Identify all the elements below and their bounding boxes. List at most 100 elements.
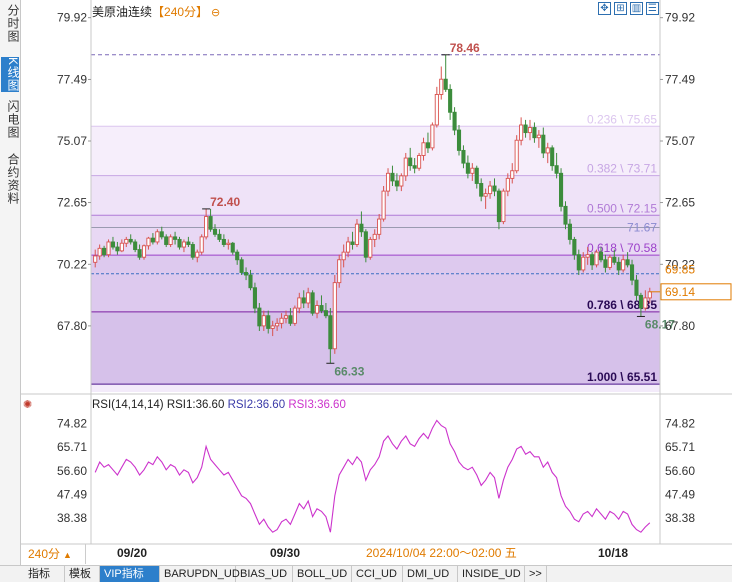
instrument-name: 美原油连续 <box>92 5 153 19</box>
move-icon[interactable]: ✥ <box>598 2 611 15</box>
candle-body <box>252 287 257 309</box>
indicator-tab-4[interactable]: BIAS_UD <box>236 566 293 582</box>
candle-body <box>643 297 648 309</box>
indicator-tab-3[interactable]: BARUPDN_UD <box>160 566 240 582</box>
candle-body <box>301 297 306 304</box>
candle-body <box>510 170 515 179</box>
rsi-right-tick: 74.82 <box>665 416 695 430</box>
right-price-tick: 75.07 <box>665 134 695 148</box>
candle-body <box>523 124 528 134</box>
candle-body <box>421 142 426 156</box>
candle-body <box>368 238 373 258</box>
candle-body <box>279 317 284 324</box>
period-label[interactable]: 【240分】 <box>152 5 209 19</box>
period-button[interactable]: 240分 ▲ <box>20 544 86 564</box>
fibonacci-levels: 0.236 \ 75.65 0.382 \ 73.71 0.500 \ 72.15 0… <box>91 54 660 393</box>
sun-icon[interactable]: ✺ <box>23 399 33 411</box>
candle-body <box>226 242 231 245</box>
candle-body <box>456 129 462 151</box>
side-tab-0[interactable]: 分时图 <box>6 4 20 43</box>
candle-body <box>412 165 417 169</box>
candle-body <box>585 254 590 258</box>
right-price-tick: 79.92 <box>665 11 695 25</box>
indicator-tab-9[interactable]: >> <box>525 566 547 582</box>
rsi2-value: RSI2:36.60 <box>227 399 286 411</box>
candle-body <box>572 238 577 256</box>
fib-band <box>91 255 660 312</box>
candle-body <box>359 223 364 233</box>
left-price-tick: 75.07 <box>57 134 87 148</box>
collapse-icon[interactable]: ⊖ <box>211 7 221 19</box>
candle-body <box>323 310 328 317</box>
rsi-left-tick: 38.38 <box>57 511 87 525</box>
rsi-panel: 74.82 74.82 65.71 65.71 56.60 56.60 47.49 47.49… <box>57 416 695 533</box>
expand-icon[interactable]: ⊞ <box>614 2 627 15</box>
candle-body <box>399 175 404 187</box>
candle-body <box>164 236 169 245</box>
fib-label: 0.382 \ 73.71 <box>587 162 657 176</box>
fib-label: 0.500 \ 72.15 <box>587 201 657 215</box>
candle-body <box>128 238 133 243</box>
indicator-tabs: 指标 模板 VIP指标 BARUPDN_UD BIAS_UD BOLL_UD CCI_UD D… <box>0 565 732 582</box>
candle-body <box>536 134 541 139</box>
candle-body <box>434 94 439 126</box>
candle-body <box>199 236 204 253</box>
candle-body <box>394 180 399 187</box>
candle-body <box>190 244 195 258</box>
cursor-time-label: 2024/10/04 22:00～02:00 五 <box>366 546 517 560</box>
chart-grid <box>20 0 732 545</box>
indicator-tab-1[interactable]: 模板 <box>65 566 100 582</box>
candle-body <box>306 292 311 304</box>
candle-body <box>519 124 524 141</box>
candle-body <box>257 307 262 327</box>
rsi-left-tick: 65.71 <box>57 440 87 454</box>
fib-label: 0.618 \ 70.58 <box>587 241 657 255</box>
candle-body <box>221 238 226 245</box>
candle-body <box>141 245 147 258</box>
indicator-icon[interactable]: ▥ <box>630 2 643 15</box>
candle-body <box>235 251 240 261</box>
candle-body <box>155 231 160 243</box>
indicator-tab-7[interactable]: DMI_UD <box>403 566 458 582</box>
fib-band <box>91 311 660 385</box>
candle-body <box>607 256 612 268</box>
indicator-tab-8[interactable]: INSIDE_UD <box>458 566 525 582</box>
candle-body <box>417 155 422 169</box>
candle-body <box>390 172 395 182</box>
candle-body <box>474 167 479 184</box>
candle-body <box>598 251 604 261</box>
candle-body <box>559 172 564 207</box>
candle-body <box>452 111 457 131</box>
caret-up-icon: ▲ <box>63 550 72 560</box>
candle-body <box>465 162 470 174</box>
left-price-tick: 72.65 <box>57 196 87 210</box>
indicator-tab-2[interactable]: VIP指标 <box>100 566 160 582</box>
candlestick-series <box>93 54 652 364</box>
left-price-tick: 77.49 <box>57 72 87 86</box>
settings-icon[interactable]: ☰ <box>646 2 659 15</box>
candle-body <box>208 216 213 230</box>
candle-body <box>381 190 386 220</box>
candle-body <box>137 249 142 258</box>
low-marker-label: 66.33 <box>334 364 364 378</box>
side-tab-1[interactable]: K线图 <box>1 57 20 93</box>
candle-body <box>124 238 129 244</box>
candle-body <box>159 231 164 238</box>
indicator-tab-5[interactable]: BOLL_UD <box>293 566 352 582</box>
chart-canvas[interactable]: 0.236 \ 75.65 0.382 \ 73.71 0.500 \ 72.15 0… <box>20 0 732 565</box>
candle-body <box>408 157 413 167</box>
indicator-tab-0[interactable]: 指标 <box>24 566 65 582</box>
indicator-tab-6[interactable]: CCI_UD <box>352 566 403 582</box>
candle-body <box>270 325 275 329</box>
rsi-left-tick: 74.82 <box>57 416 87 430</box>
candle-body <box>177 238 182 248</box>
side-tab-2[interactable]: 闪电图 <box>6 100 20 139</box>
candle-body <box>403 157 408 177</box>
candle-body <box>195 251 200 258</box>
fib-band <box>91 126 660 176</box>
candle-body <box>576 254 581 271</box>
candle-body <box>275 322 280 327</box>
side-tab-3[interactable]: 合约资料 <box>6 153 20 205</box>
date-bar: 240分 ▲ <box>20 544 732 565</box>
candle-body <box>545 147 550 154</box>
